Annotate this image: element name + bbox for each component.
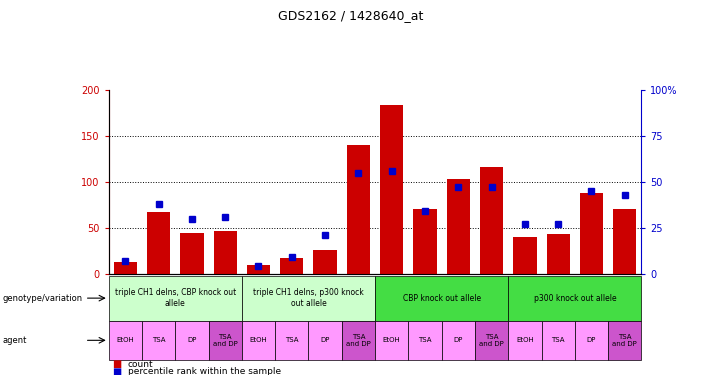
Text: DP: DP: [187, 338, 196, 344]
Bar: [542, 321, 575, 360]
Bar: [447, 179, 470, 274]
Bar: [180, 233, 203, 274]
Bar: [608, 321, 641, 360]
Text: DP: DP: [454, 338, 463, 344]
Bar: [109, 321, 142, 360]
Text: EtOH: EtOH: [516, 338, 533, 344]
Text: triple CH1 delns, p300 knock
out allele: triple CH1 delns, p300 knock out allele: [253, 288, 364, 308]
Bar: [580, 193, 603, 274]
Bar: [380, 105, 403, 274]
Text: TSA: TSA: [152, 338, 165, 344]
Bar: [547, 234, 570, 274]
Bar: [375, 321, 409, 360]
Bar: [114, 262, 137, 274]
Text: triple CH1 delns, CBP knock out
allele: triple CH1 delns, CBP knock out allele: [115, 288, 236, 308]
Bar: [242, 321, 275, 360]
Text: percentile rank within the sample: percentile rank within the sample: [128, 368, 280, 375]
Text: EtOH: EtOH: [383, 338, 400, 344]
Text: TSA
and DP: TSA and DP: [213, 334, 238, 347]
Text: p300 knock out allele: p300 knock out allele: [533, 294, 616, 303]
Bar: [142, 321, 175, 360]
Bar: [475, 321, 508, 360]
Bar: [308, 321, 342, 360]
Bar: [109, 276, 242, 321]
Bar: [347, 145, 370, 274]
Bar: [275, 321, 308, 360]
Text: TSA: TSA: [552, 338, 565, 344]
Bar: [508, 276, 641, 321]
Bar: [375, 276, 508, 321]
Text: CBP knock out allele: CBP knock out allele: [402, 294, 481, 303]
Text: DP: DP: [320, 338, 329, 344]
Text: TSA
and DP: TSA and DP: [479, 334, 504, 347]
Bar: [209, 321, 242, 360]
Bar: [508, 321, 542, 360]
Bar: [147, 212, 170, 274]
Text: ■: ■: [112, 367, 121, 375]
Bar: [575, 321, 608, 360]
Bar: [342, 321, 375, 360]
Bar: [480, 167, 503, 274]
Text: DP: DP: [587, 338, 596, 344]
Bar: [247, 265, 270, 274]
Text: agent: agent: [2, 336, 27, 345]
Text: EtOH: EtOH: [116, 338, 134, 344]
Text: ■: ■: [112, 360, 121, 369]
Text: EtOH: EtOH: [250, 338, 267, 344]
Text: TSA
and DP: TSA and DP: [346, 334, 371, 347]
Bar: [175, 321, 209, 360]
Bar: [280, 258, 304, 274]
Text: genotype/variation: genotype/variation: [2, 294, 82, 303]
Bar: [414, 209, 437, 274]
Bar: [313, 250, 336, 274]
Bar: [409, 321, 442, 360]
Text: TSA: TSA: [285, 338, 299, 344]
Text: TSA
and DP: TSA and DP: [613, 334, 637, 347]
Text: TSA: TSA: [418, 338, 432, 344]
Text: count: count: [128, 360, 154, 369]
Bar: [442, 321, 475, 360]
Bar: [513, 237, 536, 274]
Bar: [242, 276, 375, 321]
Bar: [613, 209, 637, 274]
Text: GDS2162 / 1428640_at: GDS2162 / 1428640_at: [278, 9, 423, 22]
Bar: [214, 231, 237, 274]
